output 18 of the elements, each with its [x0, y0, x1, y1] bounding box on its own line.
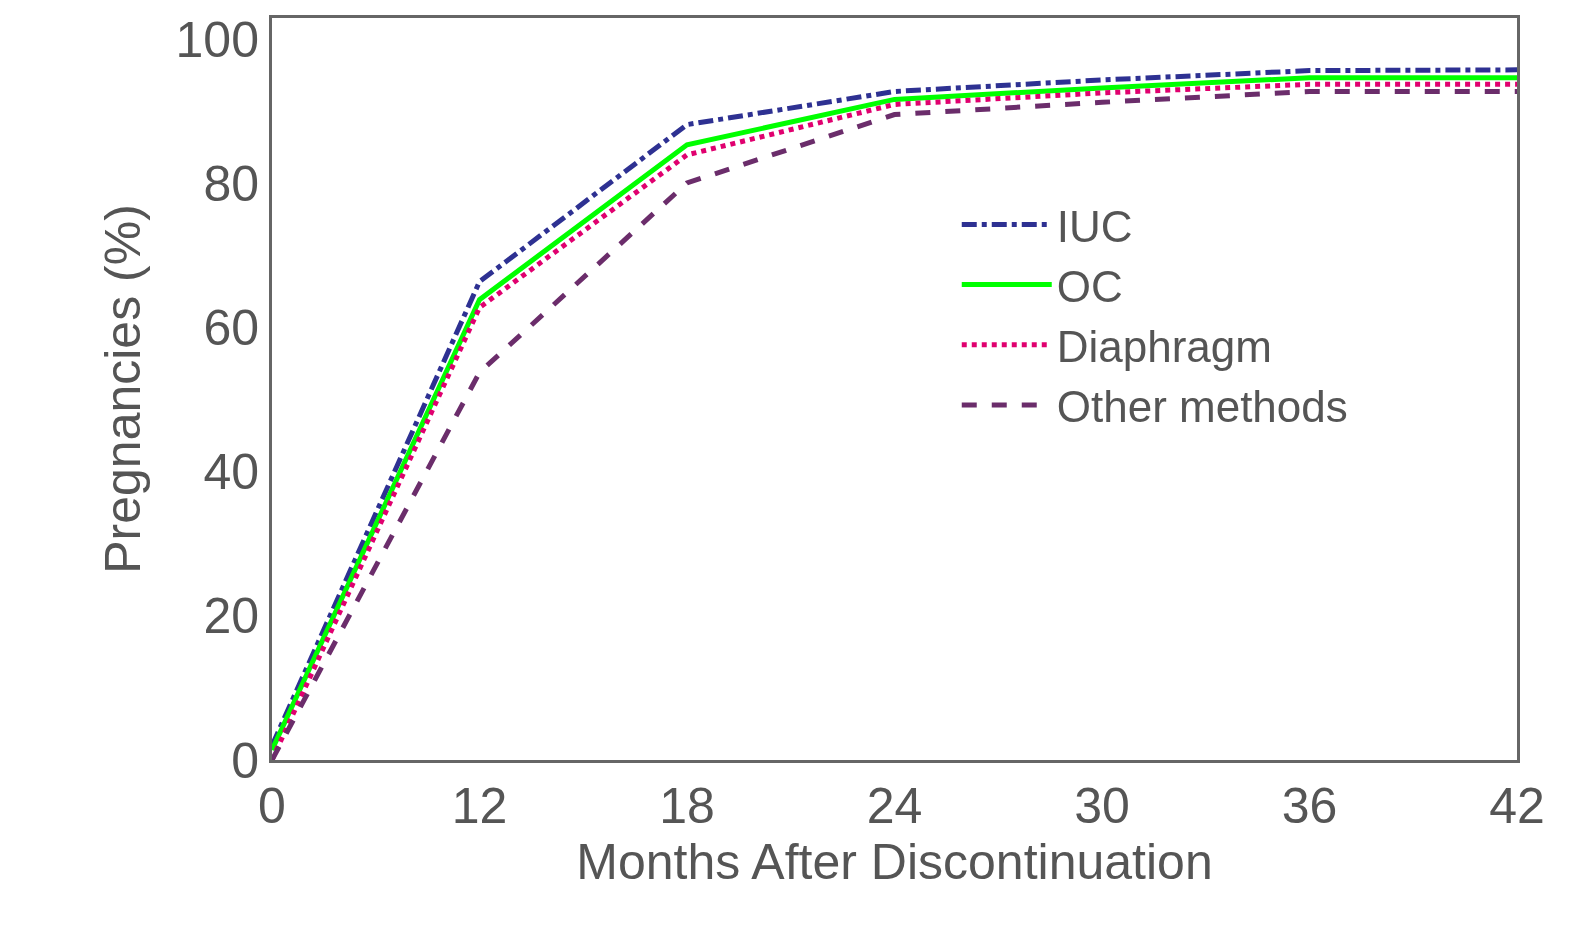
x-axis-title: Months After Discontinuation: [576, 834, 1213, 890]
x-tick-label: 12: [451, 778, 508, 834]
x-tick-label: 36: [1281, 778, 1338, 834]
y-axis-title: Pregnancies (%): [94, 204, 151, 574]
x-tick-label: 42: [1489, 778, 1545, 834]
x-tick-label: 24: [866, 778, 923, 834]
y-tick-label: 100: [175, 12, 259, 69]
y-tick-label: 80: [203, 156, 259, 213]
y-tick-label: 60: [203, 300, 259, 357]
x-tick-label: 18: [659, 778, 715, 834]
legend-label: Other methods: [1056, 382, 1348, 432]
y-tick-label: 40: [203, 444, 259, 501]
legend-label: OC: [1056, 261, 1123, 311]
x-tick-label: 30: [1074, 778, 1130, 834]
y-tick-label: 0: [231, 732, 259, 789]
legend-label: IUC: [1056, 201, 1133, 251]
legend-label: Diaphragm: [1056, 321, 1272, 371]
y-tick-label: 20: [203, 588, 259, 645]
